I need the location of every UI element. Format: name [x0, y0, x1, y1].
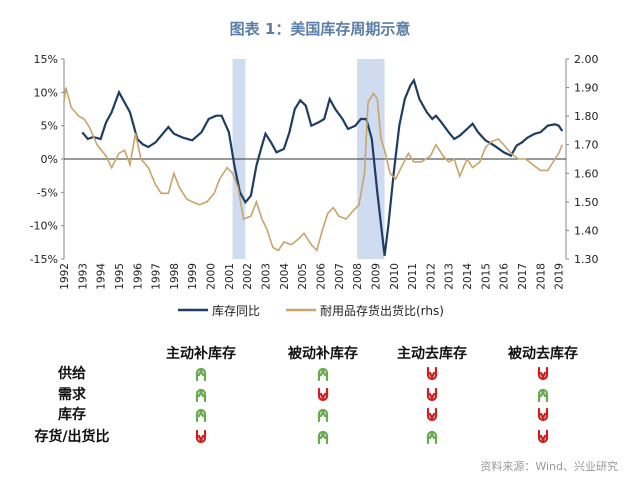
arrow-up-icon — [195, 387, 207, 403]
column-header: 主动去库存 — [397, 346, 467, 362]
line-chart: 15% 10% 5% 0% -5% -10% -15% 2.00 1.90 1.80 1.70 1.6… — [30, 53, 599, 318]
chart-title: 图表 1：美国库存周期示意 — [229, 20, 411, 38]
left-tick-label: 0% — [41, 153, 58, 166]
arrow-down-icon — [195, 429, 207, 444]
x-tick-label: 2014 — [462, 263, 474, 290]
source-note: 资料来源：Wind、兴业研究 — [480, 460, 618, 473]
x-tick-label: 1993 — [77, 263, 89, 290]
right-tick-label: 1.50 — [574, 196, 599, 209]
legend-label: 库存同比 — [212, 303, 260, 318]
arrow-up-icon — [317, 429, 329, 445]
x-tick-label: 1994 — [96, 263, 108, 290]
x-tick-label: 2003 — [261, 263, 273, 290]
x-tick-label: 2016 — [499, 263, 511, 290]
x-tick-label: 1992 — [59, 263, 71, 290]
x-tick-label: 2015 — [480, 263, 492, 290]
x-tick-label: 1999 — [187, 263, 199, 290]
x-tick-label: 2007 — [334, 263, 346, 290]
arrow-down-icon — [537, 407, 549, 422]
x-tick-label: 2005 — [297, 263, 309, 290]
left-tick-label: 5% — [41, 120, 58, 133]
x-tick-label: 2010 — [389, 263, 401, 290]
row-label: 库存 — [58, 407, 86, 423]
row-label: 供给 — [58, 366, 86, 382]
left-tick-label: 15% — [34, 53, 58, 66]
x-tick-label: 2009 — [370, 263, 382, 290]
x-tick-label: 2018 — [535, 263, 547, 290]
column-header: 被动去库存 — [508, 346, 578, 362]
x-tick-label: 2008 — [352, 263, 364, 290]
x-tick-label: 1998 — [169, 263, 181, 290]
x-tick-label: 1996 — [132, 263, 144, 290]
column-header: 被动补库存 — [288, 346, 358, 362]
x-tick-label: 2013 — [444, 263, 456, 290]
right-tick-label: 1.90 — [574, 82, 599, 95]
legend-label: 耐用品存货出货比(rhs) — [320, 303, 444, 318]
x-tick-label: 2006 — [315, 263, 327, 290]
arrow-down-icon — [426, 387, 438, 402]
x-tick-label: 2017 — [517, 263, 529, 290]
left-tick-label: -15% — [30, 253, 58, 266]
right-tick-label: 1.40 — [574, 224, 599, 237]
x-tick-label: 1995 — [114, 263, 126, 290]
x-tick-label: 2012 — [425, 263, 437, 290]
series-line-2 — [63, 87, 564, 252]
right-tick-label: 1.70 — [574, 139, 599, 152]
x-tick-label: 2004 — [279, 263, 291, 290]
row-label: 存货/出货比 — [34, 429, 110, 445]
column-header: 主动补库存 — [166, 346, 236, 362]
arrow-up-icon — [317, 407, 329, 423]
right-tick-label: 1.30 — [574, 253, 599, 266]
arrow-down-icon — [426, 407, 438, 422]
x-tick-label: 2000 — [206, 263, 218, 290]
arrow-down-icon — [317, 387, 329, 402]
x-tick-label: 2019 — [554, 263, 566, 290]
left-tick-label: -5% — [37, 186, 58, 199]
right-tick-label: 1.60 — [574, 167, 599, 180]
row-label: 需求 — [58, 387, 86, 403]
arrow-up-icon — [426, 429, 438, 445]
x-tick-label: 2001 — [224, 263, 236, 290]
arrow-down-icon — [426, 366, 438, 381]
series-line-1 — [81, 77, 564, 256]
arrow-down-icon — [537, 366, 549, 381]
left-tick-label: 10% — [34, 86, 58, 99]
x-tick-label: 2011 — [407, 263, 419, 290]
x-tick-label: 2002 — [242, 263, 254, 290]
right-tick-label: 1.80 — [574, 110, 599, 123]
arrow-up-icon — [195, 366, 207, 382]
x-tick-label: 1997 — [151, 263, 163, 290]
arrow-up-icon — [317, 366, 329, 382]
arrow-up-icon — [537, 387, 549, 403]
left-tick-label: -10% — [30, 220, 58, 233]
arrow-up-icon — [195, 407, 207, 423]
right-tick-label: 2.00 — [574, 53, 599, 66]
arrow-down-icon — [537, 429, 549, 444]
